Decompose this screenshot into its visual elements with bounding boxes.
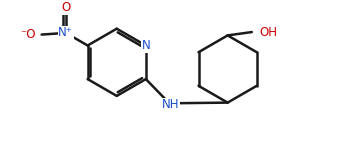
Text: ⁻O: ⁻O bbox=[20, 28, 35, 41]
Text: N⁺: N⁺ bbox=[58, 26, 73, 39]
Text: N: N bbox=[142, 39, 150, 52]
Text: OH: OH bbox=[259, 26, 277, 39]
Text: NH: NH bbox=[162, 98, 180, 111]
Text: O: O bbox=[61, 1, 71, 14]
